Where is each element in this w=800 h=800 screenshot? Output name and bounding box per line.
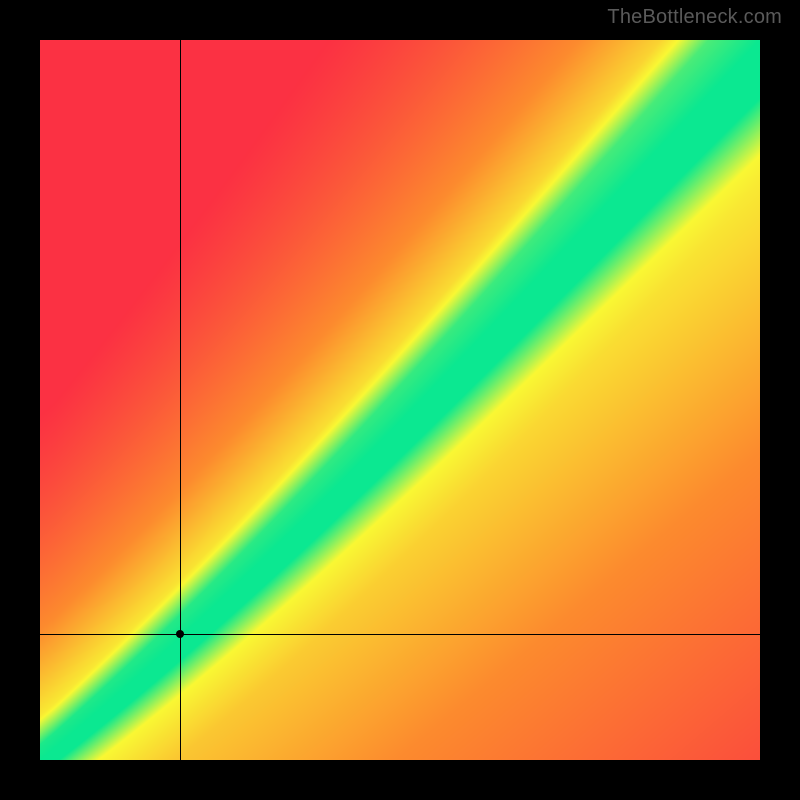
- crosshair-marker: [176, 630, 184, 638]
- crosshair-vertical: [180, 40, 181, 760]
- crosshair-horizontal: [40, 634, 760, 635]
- watermark-text: TheBottleneck.com: [607, 6, 782, 29]
- heatmap-canvas: [40, 40, 760, 760]
- chart-container: TheBottleneck.com: [0, 0, 800, 800]
- plot-area: [40, 40, 760, 760]
